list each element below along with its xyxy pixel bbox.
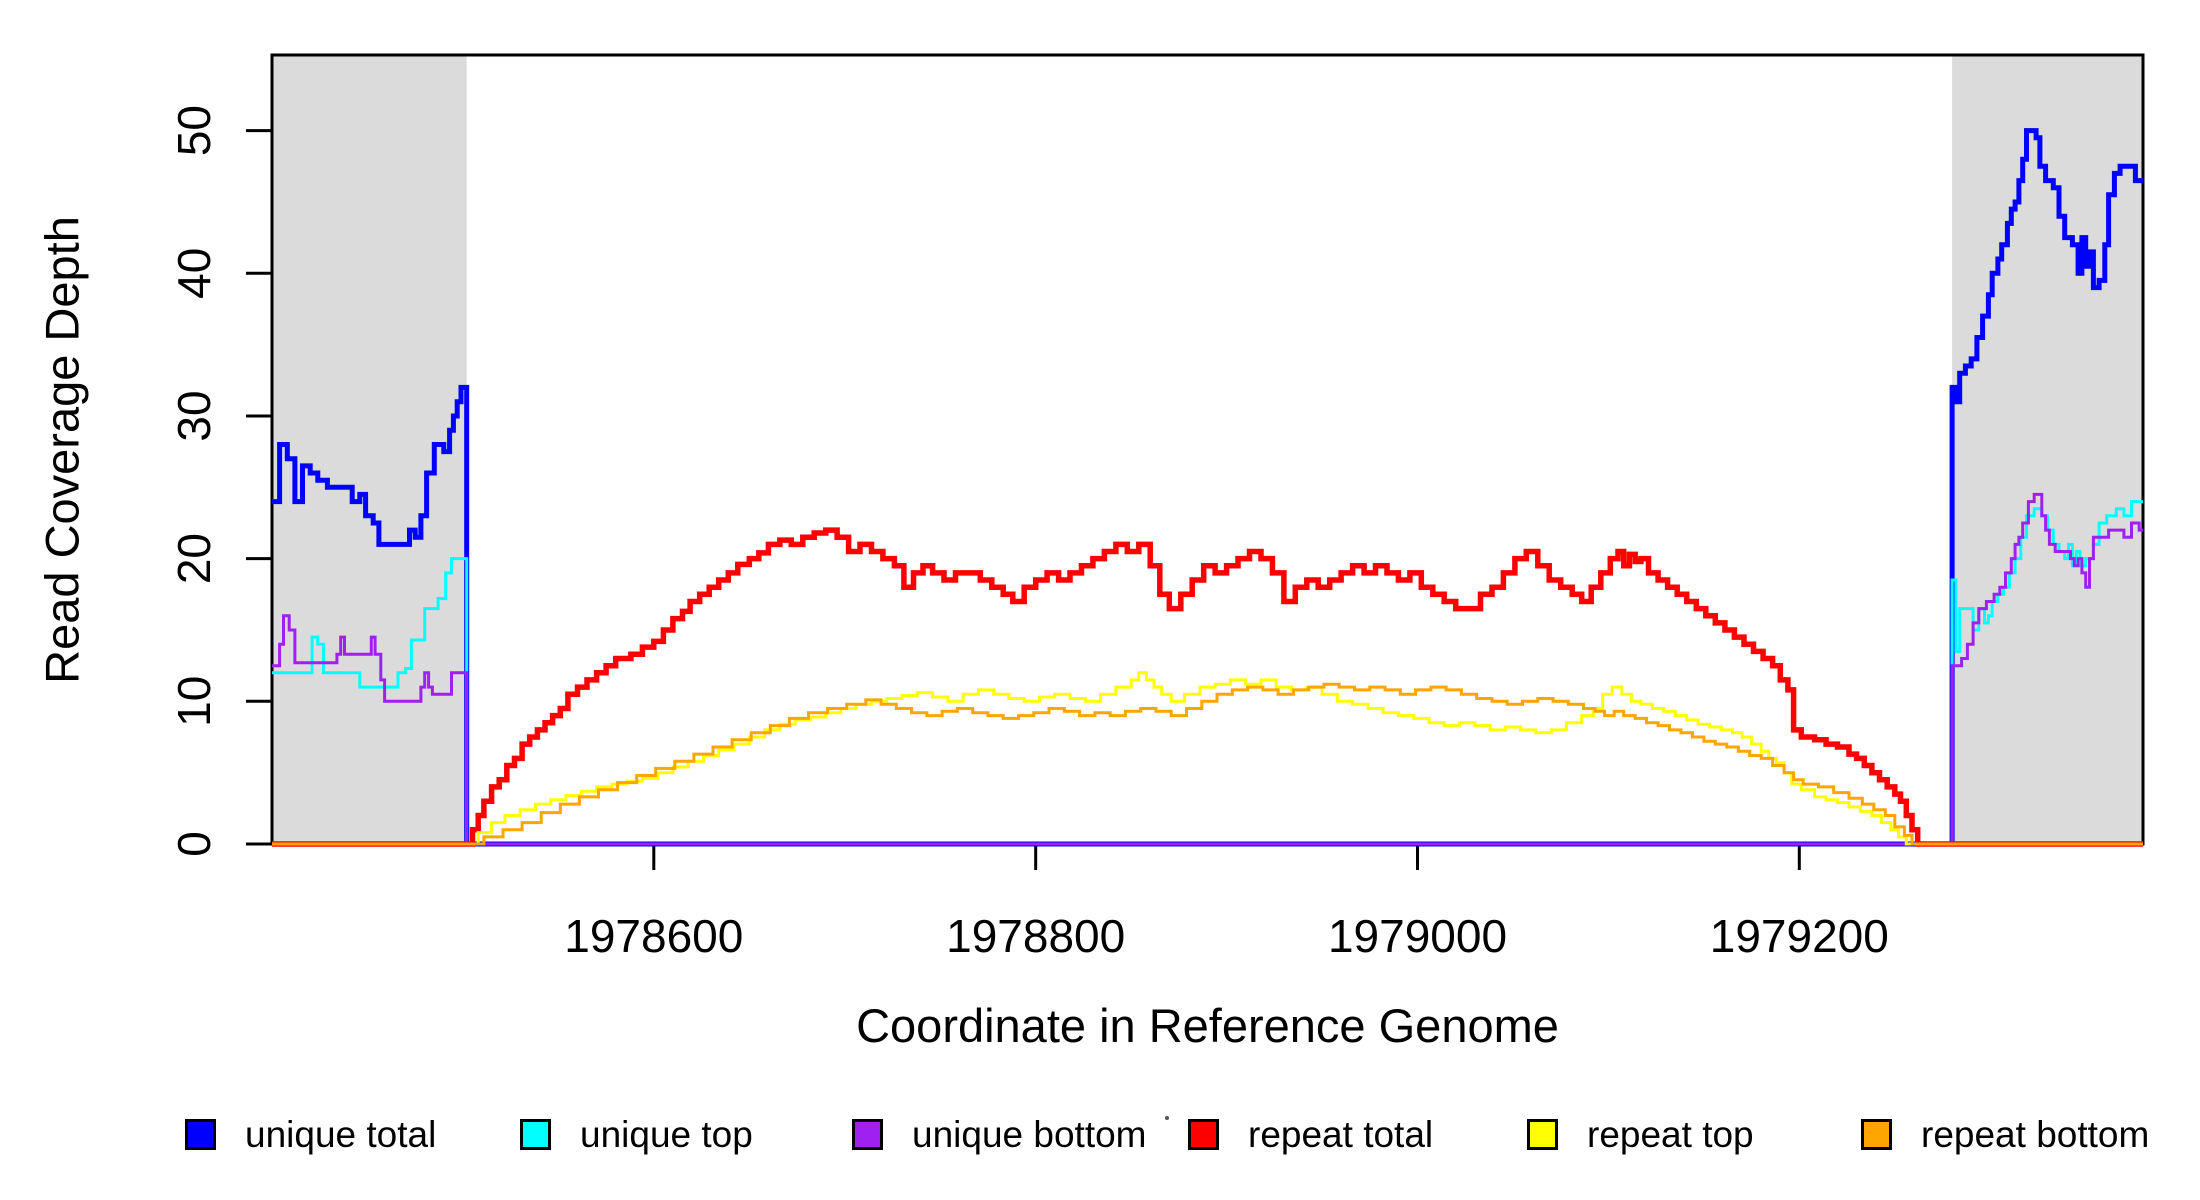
x-tick-label: 1979200 — [1710, 910, 1889, 962]
x-tick-label: 1978800 — [946, 910, 1125, 962]
series-repeat-top — [272, 671, 2143, 846]
shaded-region-unique-flank-left — [272, 55, 467, 844]
y-tick-label: 50 — [168, 105, 220, 156]
x-tick-label: 1978600 — [564, 910, 743, 962]
x-axis-title: Coordinate in Reference Genome — [856, 999, 1559, 1052]
y-tick-label: 0 — [168, 831, 220, 857]
y-tick-label: 10 — [168, 676, 220, 727]
y-tick-label: 20 — [168, 533, 220, 584]
series-unique-top — [272, 500, 2143, 846]
series-unique-total — [272, 128, 2143, 847]
x-tick-label: 1979000 — [1328, 910, 1507, 962]
series-unique-bottom — [272, 492, 2143, 846]
plot-border — [270, 53, 2145, 846]
series-repeat-total — [272, 527, 2143, 847]
shaded-region-unique-flank-right — [1952, 55, 2143, 844]
y-axis-title: Read Coverage Depth — [35, 216, 89, 684]
y-tick-label: 40 — [168, 248, 220, 299]
y-tick-label: 30 — [168, 390, 220, 441]
series-repeat-bottom — [272, 682, 2143, 846]
